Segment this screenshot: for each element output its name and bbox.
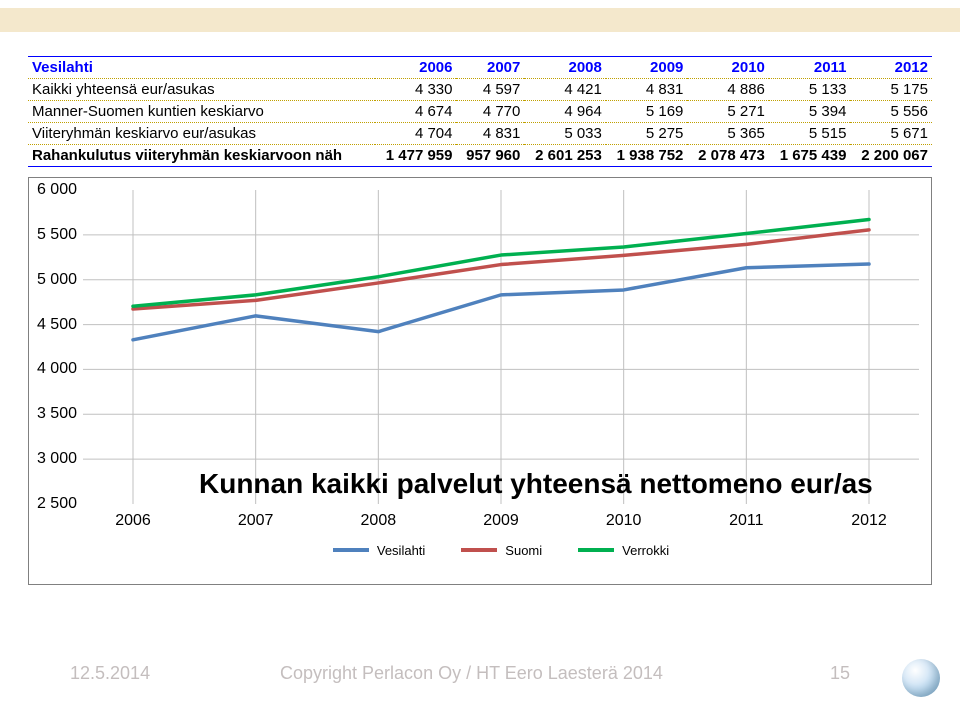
data-table: Vesilahti 2006 2007 2008 2009 2010 2011 … — [28, 56, 932, 167]
col-year: 2008 — [524, 57, 606, 79]
x-tick-label: 2008 — [361, 512, 397, 530]
chart-title: Kunnan kaikki palvelut yhteensä nettomen… — [199, 468, 873, 500]
row-label: Viiteryhmän keskiarvo eur/asukas — [28, 123, 375, 145]
y-tick-label: 3 000 — [33, 450, 77, 468]
cell: 4 831 — [456, 123, 524, 145]
cell: 4 964 — [524, 101, 606, 123]
footer-copyright: Copyright Perlacon Oy / HT Eero Laesterä… — [280, 663, 663, 684]
table-row: Viiteryhmän keskiarvo eur/asukas 4 704 4… — [28, 123, 932, 145]
cell: 5 033 — [524, 123, 606, 145]
col-year: 2007 — [456, 57, 524, 79]
cell: 5 671 — [850, 123, 932, 145]
legend-swatch — [461, 548, 497, 552]
cell: 4 330 — [375, 79, 457, 101]
content: Vesilahti 2006 2007 2008 2009 2010 2011 … — [28, 56, 932, 585]
legend-label: Suomi — [505, 543, 542, 558]
line-chart: 2 500 3 000 3 500 4 000 4 500 5 000 5 500 6 000… — [28, 177, 932, 585]
cell: 4 831 — [606, 79, 688, 101]
cell: 4 704 — [375, 123, 457, 145]
y-tick-label: 6 000 — [33, 181, 77, 199]
cell: 4 886 — [687, 79, 769, 101]
y-tick-label: 2 500 — [33, 495, 77, 513]
footer-date: 12.5.2014 — [70, 663, 150, 684]
legend-swatch — [578, 548, 614, 552]
legend-label: Verrokki — [622, 543, 669, 558]
cell: 2 601 253 — [524, 145, 606, 167]
legend-item: Vesilahti — [333, 543, 425, 558]
footer: 12.5.2014 Copyright Perlacon Oy / HT Eer… — [0, 663, 960, 691]
cell: 5 275 — [606, 123, 688, 145]
cell: 957 960 — [456, 145, 524, 167]
cell: 5 169 — [606, 101, 688, 123]
cell: 2 200 067 — [850, 145, 932, 167]
cell: 4 770 — [456, 101, 524, 123]
x-tick-label: 2007 — [238, 512, 274, 530]
cell: 4 674 — [375, 101, 457, 123]
y-tick-label: 5 000 — [33, 271, 77, 289]
table-row: Rahankulutus viiteryhmän keskiarvoon näh… — [28, 145, 932, 167]
footer-page-number: 15 — [830, 663, 850, 684]
col-year: 2006 — [375, 57, 457, 79]
x-tick-label: 2012 — [851, 512, 887, 530]
chart-plot-area — [83, 190, 919, 504]
cell: 5 133 — [769, 79, 851, 101]
globe-icon — [902, 659, 940, 697]
table-row: Kaikki yhteensä eur/asukas 4 330 4 597 4… — [28, 79, 932, 101]
col-year: 2012 — [850, 57, 932, 79]
x-tick-label: 2006 — [115, 512, 151, 530]
y-tick-label: 5 500 — [33, 226, 77, 244]
table-corner-label: Vesilahti — [28, 57, 375, 79]
col-year: 2009 — [606, 57, 688, 79]
cell: 5 556 — [850, 101, 932, 123]
x-tick-label: 2009 — [483, 512, 519, 530]
cell: 5 365 — [687, 123, 769, 145]
legend-swatch — [333, 548, 369, 552]
table-row: Manner-Suomen kuntien keskiarvo 4 674 4 … — [28, 101, 932, 123]
y-tick-label: 3 500 — [33, 405, 77, 423]
row-label: Manner-Suomen kuntien keskiarvo — [28, 101, 375, 123]
x-tick-label: 2010 — [606, 512, 642, 530]
cell: 4 421 — [524, 79, 606, 101]
table-header-row: Vesilahti 2006 2007 2008 2009 2010 2011 … — [28, 57, 932, 79]
header-band — [0, 8, 960, 32]
row-label: Kaikki yhteensä eur/asukas — [28, 79, 375, 101]
cell: 2 078 473 — [687, 145, 769, 167]
x-tick-label: 2011 — [729, 512, 763, 530]
y-tick-label: 4 000 — [33, 360, 77, 378]
cell: 1 477 959 — [375, 145, 457, 167]
cell: 4 597 — [456, 79, 524, 101]
col-year: 2010 — [687, 57, 769, 79]
cell: 5 271 — [687, 101, 769, 123]
cell: 1 938 752 — [606, 145, 688, 167]
chart-legend: Vesilahti Suomi Verrokki — [83, 540, 919, 580]
cell: 1 675 439 — [769, 145, 851, 167]
y-tick-label: 4 500 — [33, 316, 77, 334]
cell: 5 515 — [769, 123, 851, 145]
legend-item: Suomi — [461, 543, 542, 558]
cell: 5 175 — [850, 79, 932, 101]
cell: 5 394 — [769, 101, 851, 123]
legend-item: Verrokki — [578, 543, 669, 558]
col-year: 2011 — [769, 57, 851, 79]
row-label: Rahankulutus viiteryhmän keskiarvoon näh — [28, 145, 375, 167]
legend-label: Vesilahti — [377, 543, 425, 558]
